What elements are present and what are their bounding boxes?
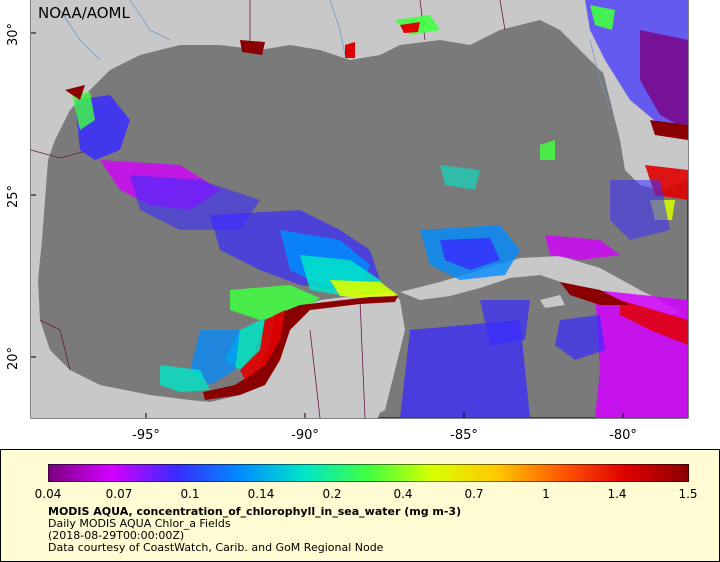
- colorbar-tick: 0.1: [180, 487, 200, 501]
- map-area: [30, 0, 689, 419]
- colorbar-tick: 0.7: [464, 487, 484, 501]
- axis-ticks: [31, 32, 624, 418]
- colorbar-tick: 0.2: [322, 487, 342, 501]
- land-yucatan: [300, 298, 402, 418]
- lat-label-25: 25°: [6, 184, 21, 208]
- colorbar-tick: 0.04: [34, 487, 62, 501]
- lon-label-85: -85°: [450, 428, 478, 443]
- agency-label: NOAA/AOML: [38, 4, 130, 22]
- lat-label-20: 20°: [6, 346, 21, 370]
- colorbar-tick: 1: [542, 487, 550, 501]
- rivers: [59, 0, 611, 111]
- chlorophyll-patches: [65, 0, 688, 418]
- caption-line: Daily MODIS AQUA Chlor_a Fields: [48, 517, 231, 530]
- colorbar-tick: 0.14: [247, 487, 275, 501]
- political-borders: [30, 0, 506, 419]
- lon-label-90: -90°: [291, 428, 319, 443]
- colorbar-tick: 0.4: [393, 487, 413, 501]
- caption-date: (2018-08-29T00:00:00Z): [48, 529, 185, 542]
- colorbar: [48, 464, 689, 482]
- caption-credit: Data courtesy of CoastWatch, Carib. and …: [48, 541, 384, 554]
- lat-label-30: 30°: [6, 22, 21, 46]
- caption-title: MODIS AQUA, concentration_of_chlorophyll…: [48, 505, 462, 518]
- colorbar-tick: 0.07: [105, 487, 133, 501]
- lon-label-95: -95°: [132, 428, 160, 443]
- colorbar-tick: 1.5: [678, 487, 698, 501]
- colorbar-tick: 1.4: [607, 487, 627, 501]
- land-north: [31, 0, 688, 160]
- lon-label-80: -80°: [609, 428, 637, 443]
